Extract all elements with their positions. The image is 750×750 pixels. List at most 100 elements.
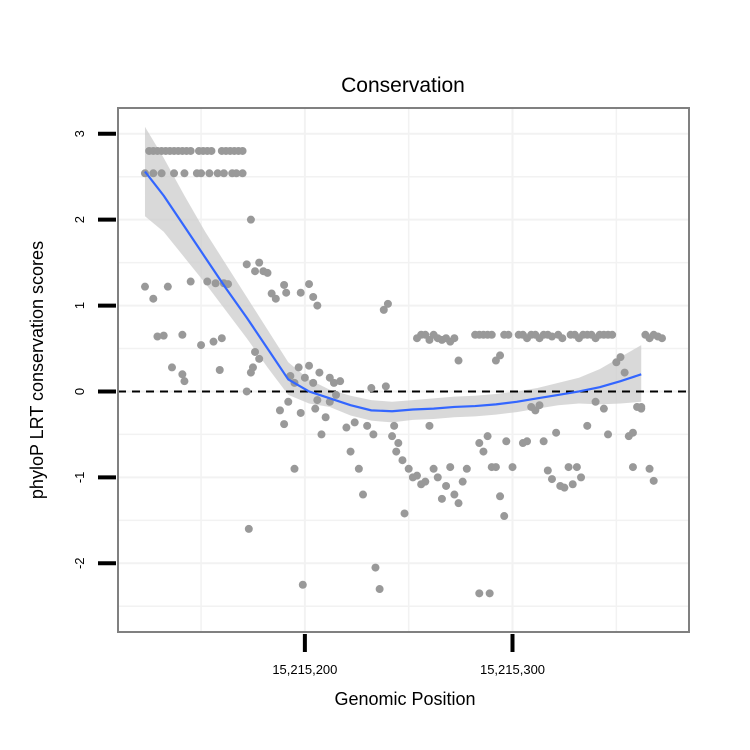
data-point xyxy=(207,146,216,155)
data-point xyxy=(255,258,264,267)
data-point xyxy=(248,363,257,372)
data-point xyxy=(475,589,484,598)
data-point xyxy=(203,277,212,286)
data-point xyxy=(180,377,189,386)
data-point xyxy=(242,260,251,269)
data-point xyxy=(483,432,492,441)
data-point xyxy=(628,428,637,437)
data-point xyxy=(332,390,341,399)
data-point xyxy=(450,490,459,499)
data-point xyxy=(321,413,330,422)
data-point xyxy=(398,456,407,465)
data-point xyxy=(153,332,162,341)
data-point xyxy=(325,373,334,382)
data-point xyxy=(232,169,241,178)
y-tick-label: -2 xyxy=(72,557,87,569)
data-point xyxy=(425,421,434,430)
data-point xyxy=(645,464,654,473)
y-tick-label: 2 xyxy=(72,216,87,223)
data-point xyxy=(246,215,255,224)
data-point xyxy=(305,280,314,289)
data-point xyxy=(500,512,509,521)
data-point xyxy=(591,397,600,406)
data-point xyxy=(159,331,168,340)
data-point xyxy=(412,471,421,480)
data-point xyxy=(157,169,166,178)
data-point xyxy=(400,509,409,518)
data-point xyxy=(564,463,573,472)
data-point xyxy=(658,334,667,343)
data-point xyxy=(305,361,314,370)
data-point xyxy=(346,447,355,456)
data-point xyxy=(271,294,280,303)
data-point xyxy=(560,483,569,492)
data-point xyxy=(599,404,608,413)
panel-background xyxy=(118,108,689,632)
data-point xyxy=(315,368,324,377)
data-point xyxy=(390,421,399,430)
y-tick-label: 3 xyxy=(72,130,87,137)
data-point xyxy=(475,439,484,448)
data-point xyxy=(178,370,187,379)
data-point xyxy=(290,464,299,473)
data-point xyxy=(450,334,459,343)
data-point xyxy=(375,585,384,594)
data-point xyxy=(649,476,658,485)
data-point xyxy=(309,378,318,387)
data-point xyxy=(140,282,149,291)
plot-panel xyxy=(117,107,690,633)
data-point xyxy=(317,430,326,439)
data-point xyxy=(251,347,260,356)
data-point xyxy=(479,447,488,456)
data-point xyxy=(350,418,359,427)
chart-title: Conservation xyxy=(341,74,465,97)
data-point xyxy=(442,481,451,490)
data-point xyxy=(433,473,442,482)
data-point xyxy=(263,268,272,277)
data-point xyxy=(363,421,372,430)
data-point xyxy=(637,402,646,411)
data-point xyxy=(280,280,289,289)
y-tick-label: 1 xyxy=(72,302,87,309)
data-points xyxy=(140,146,667,598)
data-point xyxy=(381,382,390,391)
data-point xyxy=(620,368,629,377)
data-point xyxy=(209,337,218,346)
data-point xyxy=(359,490,368,499)
data-point xyxy=(255,354,264,363)
data-point xyxy=(485,589,494,598)
data-point xyxy=(604,430,613,439)
data-point xyxy=(628,463,637,472)
smooth-line-layer xyxy=(144,170,642,413)
x-tick-label: 15,215,200 xyxy=(272,662,337,677)
data-point xyxy=(149,169,158,178)
y-axis-title: phyloP LRT conservation scores xyxy=(27,241,47,499)
data-point xyxy=(608,330,617,339)
data-point xyxy=(429,464,438,473)
data-point xyxy=(487,330,496,339)
data-point xyxy=(197,341,206,350)
data-point xyxy=(558,334,567,343)
data-point xyxy=(296,288,305,297)
data-point xyxy=(568,480,577,489)
data-point xyxy=(547,332,556,341)
data-point xyxy=(309,292,318,301)
data-point xyxy=(437,494,446,503)
data-point xyxy=(296,408,305,417)
confidence-band-layer xyxy=(144,126,642,423)
data-point xyxy=(215,366,224,374)
data-point xyxy=(170,169,179,178)
data-point xyxy=(342,423,351,432)
data-point xyxy=(572,463,581,472)
data-point xyxy=(354,464,363,473)
data-point xyxy=(211,279,220,288)
data-point xyxy=(242,387,251,396)
data-point xyxy=(547,475,556,484)
data-point xyxy=(336,377,345,386)
data-point xyxy=(504,330,513,339)
data-point xyxy=(404,464,413,473)
data-point xyxy=(224,280,233,289)
data-point xyxy=(539,437,548,446)
data-point xyxy=(197,169,206,178)
